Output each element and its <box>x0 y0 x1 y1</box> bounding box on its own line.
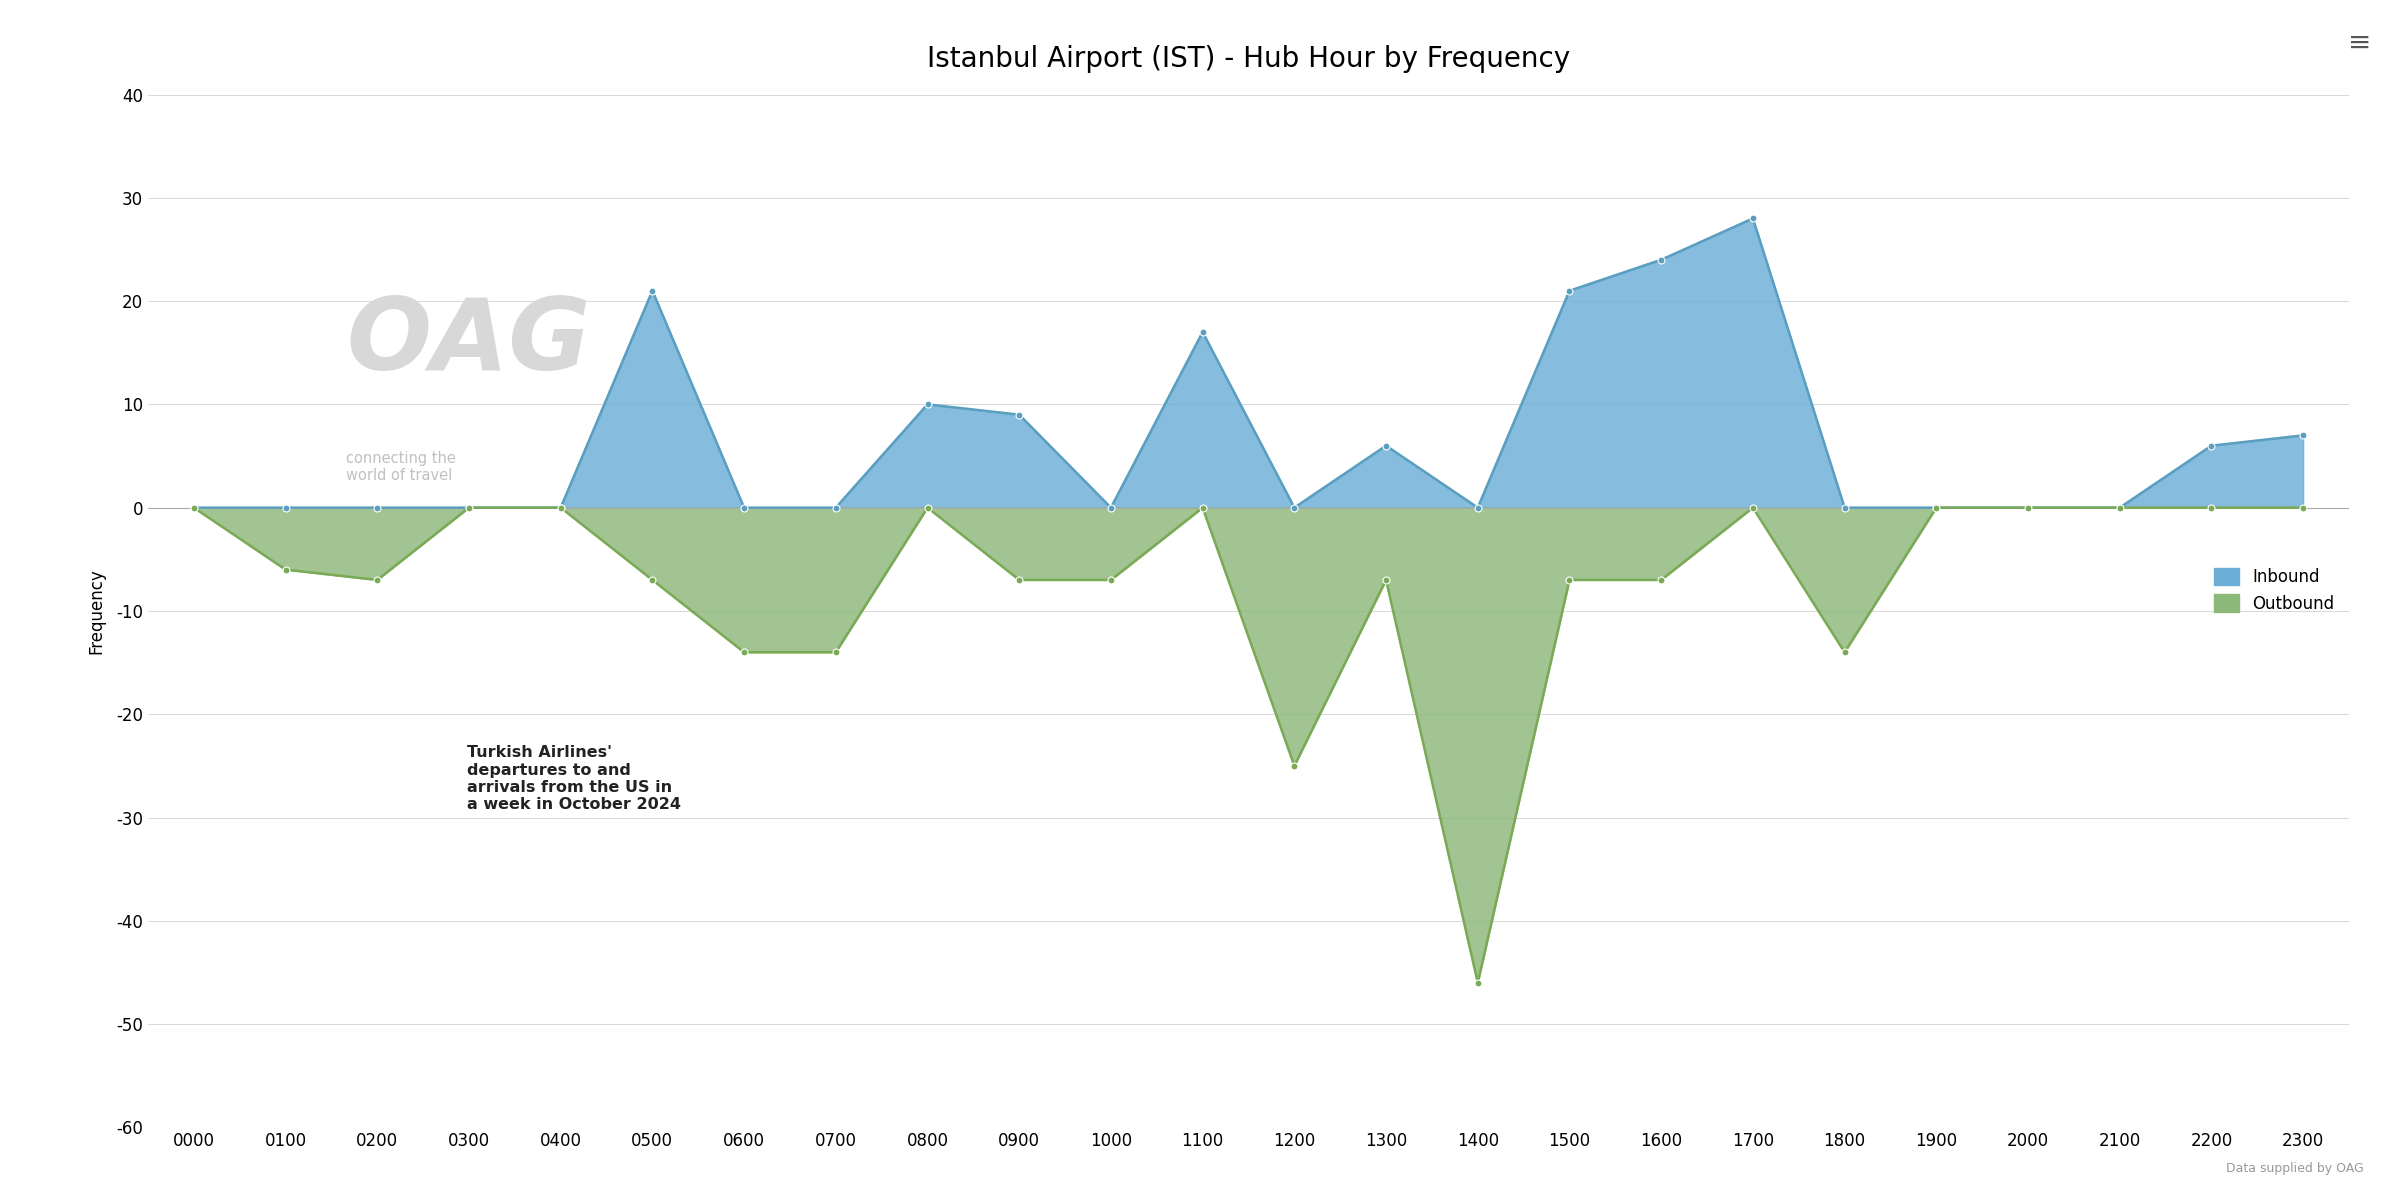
Text: Data supplied by OAG: Data supplied by OAG <box>2227 1162 2364 1175</box>
Text: Turkish Airlines'
departures to and
arrivals from the US in
a week in October 20: Turkish Airlines' departures to and arri… <box>468 746 682 812</box>
Text: connecting the
world of travel: connecting the world of travel <box>346 451 456 483</box>
Text: ≡: ≡ <box>2347 29 2371 57</box>
Legend: Inbound, Outbound: Inbound, Outbound <box>2208 561 2340 619</box>
Text: OAG: OAG <box>346 294 590 391</box>
Y-axis label: Frequency: Frequency <box>86 568 106 654</box>
Title: Istanbul Airport (IST) - Hub Hour by Frequency: Istanbul Airport (IST) - Hub Hour by Fre… <box>926 45 1570 73</box>
